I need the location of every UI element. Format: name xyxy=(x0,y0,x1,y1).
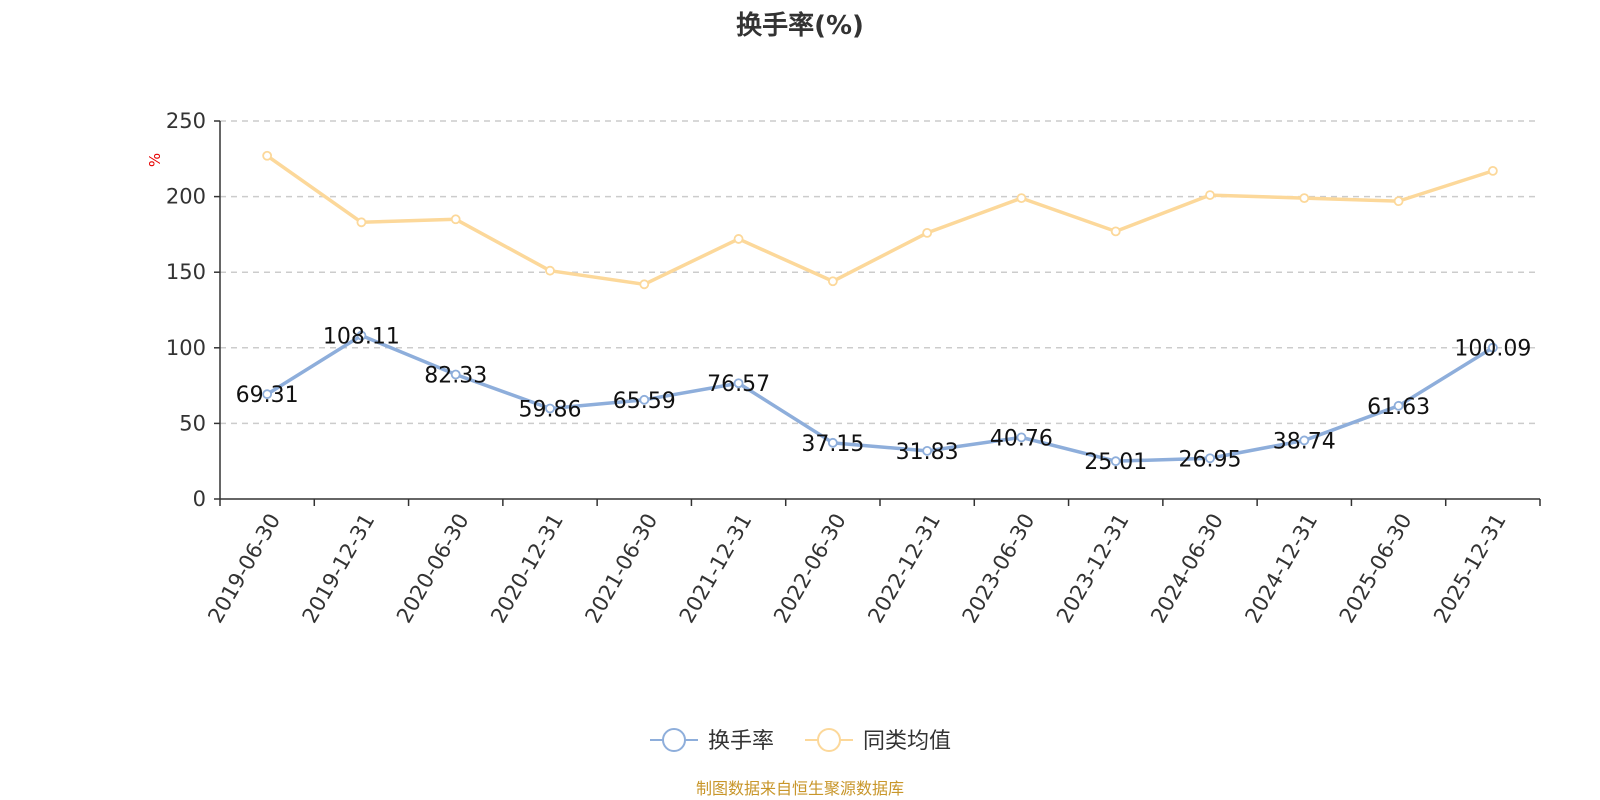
x-axis-ticks: 2019-06-30 2019-12-31 2020-06-30 2020-12-31… xyxy=(203,499,1541,627)
data-label: 69.31 xyxy=(236,383,299,408)
series-line xyxy=(266,154,1494,287)
data-point xyxy=(733,234,744,244)
data-label: 82.33 xyxy=(424,364,487,389)
x-tick-label: 2019-06-30 xyxy=(203,509,285,627)
data-label: 26.95 xyxy=(1179,447,1242,472)
data-point xyxy=(1016,193,1027,204)
data-label: 108.11 xyxy=(323,325,400,350)
data-label: 38.74 xyxy=(1273,429,1336,454)
data-point xyxy=(733,378,744,389)
data-point xyxy=(827,276,838,287)
series-0: 69.31 108.11 82.33 59.86 65.59 76.57 37.15 31.8… xyxy=(236,325,1532,476)
y-tick-label: 200 xyxy=(166,185,206,209)
data-label: 37.15 xyxy=(801,432,864,457)
axes xyxy=(219,121,1540,500)
data-point xyxy=(1487,165,1498,176)
y-axis-ticks: 0 50 100 150 200 250 xyxy=(166,109,220,511)
data-point xyxy=(262,389,273,400)
x-tick-label: 2024-12-31 xyxy=(1240,509,1322,627)
series-line xyxy=(266,333,1494,463)
data-point xyxy=(262,150,273,161)
data-label: 61.63 xyxy=(1367,395,1430,420)
data-point xyxy=(1299,435,1310,446)
x-tick-label: 2023-06-30 xyxy=(958,509,1040,627)
data-label: 100.09 xyxy=(1454,337,1531,362)
data-point xyxy=(1205,190,1215,200)
x-tick-label: 2021-12-31 xyxy=(675,509,757,627)
data-source-note: 制图数据来自恒生聚源数据库 xyxy=(696,779,904,798)
data-point xyxy=(639,394,650,405)
data-label: 25.01 xyxy=(1084,450,1147,475)
x-tick-label: 2019-12-31 xyxy=(298,509,380,627)
data-label: 31.83 xyxy=(896,440,959,465)
x-tick-label: 2022-06-30 xyxy=(769,509,851,627)
legend-item: 同类均值 xyxy=(805,728,951,754)
x-tick-label: 2025-12-31 xyxy=(1429,509,1511,627)
data-point xyxy=(356,217,367,228)
data-point xyxy=(1393,400,1404,411)
data-point xyxy=(1487,342,1498,353)
series-1 xyxy=(262,150,1498,290)
data-point xyxy=(1299,193,1310,204)
data-point xyxy=(356,330,367,341)
data-point xyxy=(545,403,555,414)
y-tick-label: 0 xyxy=(193,487,206,511)
data-point xyxy=(922,445,933,456)
x-tick-label: 2024-06-30 xyxy=(1146,509,1228,627)
data-point xyxy=(827,437,838,448)
data-point xyxy=(1110,456,1121,467)
x-tick-label: 2025-06-30 xyxy=(1335,509,1417,627)
legend-marker xyxy=(662,728,686,752)
legend-label: 换手率 xyxy=(708,729,774,754)
data-label: 65.59 xyxy=(613,389,676,414)
data-point xyxy=(1205,453,1215,464)
data-point xyxy=(639,279,650,290)
data-label: 76.57 xyxy=(707,372,770,397)
y-tick-label: 250 xyxy=(166,109,206,133)
x-tick-label: 2021-06-30 xyxy=(580,509,662,627)
data-point xyxy=(922,227,933,238)
x-tick-label: 2020-06-30 xyxy=(392,509,474,627)
series-group: 69.31 108.11 82.33 59.86 65.59 76.57 37.15 31.8… xyxy=(236,150,1532,476)
y-tick-label: 100 xyxy=(166,336,206,360)
y-tick-label: 50 xyxy=(179,411,206,435)
y-axis-unit: % xyxy=(146,153,164,167)
data-point xyxy=(1393,196,1404,207)
data-label: 40.76 xyxy=(990,426,1053,451)
x-tick-label: 2023-12-31 xyxy=(1052,509,1134,627)
data-label: 59.86 xyxy=(519,397,582,422)
legend-marker xyxy=(817,728,841,752)
data-point xyxy=(1110,226,1121,237)
data-point xyxy=(545,265,555,276)
x-tick-label: 2020-12-31 xyxy=(486,509,568,627)
y-tick-label: 150 xyxy=(166,260,206,284)
data-point xyxy=(450,214,461,225)
legend-label: 同类均值 xyxy=(863,729,951,754)
grid-lines xyxy=(220,120,1540,425)
data-point xyxy=(450,369,461,380)
chart-title: 换手率(%) xyxy=(736,10,864,41)
legend-item: 换手率 xyxy=(650,728,774,754)
x-tick-label: 2022-12-31 xyxy=(863,509,945,627)
legend: 换手率 同类均值 xyxy=(650,728,951,754)
data-point xyxy=(1016,432,1027,443)
